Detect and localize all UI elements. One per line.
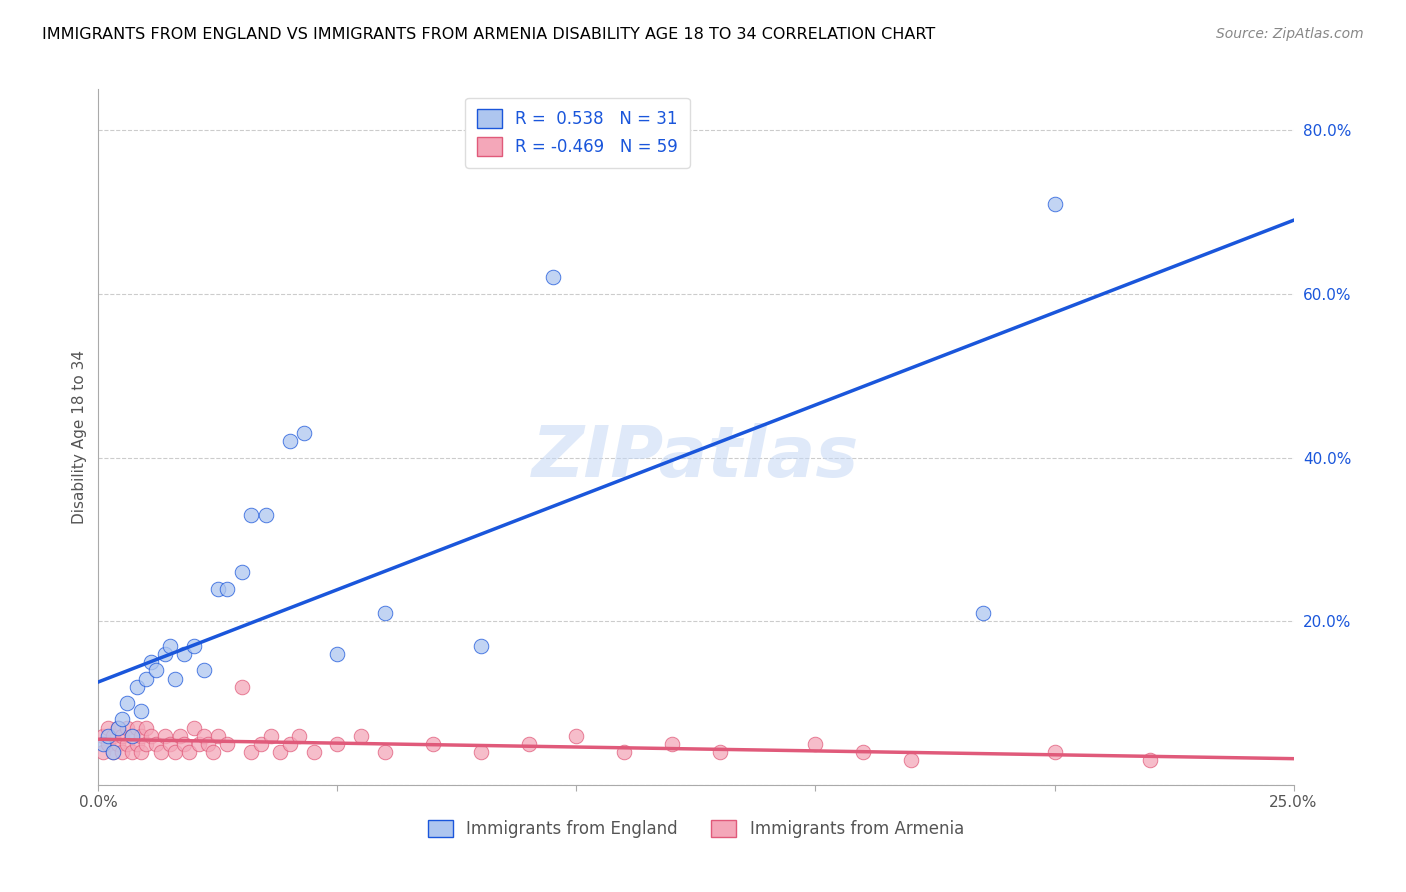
Point <box>374 606 396 620</box>
Point <box>125 680 148 694</box>
Point <box>131 704 153 718</box>
Point <box>135 672 157 686</box>
Point <box>97 737 120 751</box>
Point <box>292 425 315 440</box>
Point <box>125 721 148 735</box>
Point <box>240 508 263 522</box>
Point <box>278 434 301 449</box>
Point <box>121 745 143 759</box>
Point <box>173 647 195 661</box>
Point <box>350 729 373 743</box>
Point <box>470 639 492 653</box>
Point <box>163 745 186 759</box>
Point <box>115 721 138 735</box>
Point <box>111 713 134 727</box>
Point <box>302 745 325 759</box>
Point <box>115 696 138 710</box>
Point <box>197 737 219 751</box>
Point <box>217 582 239 596</box>
Point <box>101 729 124 743</box>
Point <box>135 721 157 735</box>
Legend: Immigrants from England, Immigrants from Armenia: Immigrants from England, Immigrants from… <box>420 812 972 847</box>
Point <box>1043 196 1066 211</box>
Point <box>115 737 138 751</box>
Point <box>709 745 731 759</box>
Point <box>250 737 273 751</box>
Point <box>187 737 209 751</box>
Point <box>240 745 263 759</box>
Point <box>163 672 186 686</box>
Point <box>121 729 143 743</box>
Point <box>101 745 124 759</box>
Point <box>107 721 129 735</box>
Point <box>131 729 153 743</box>
Point <box>326 647 349 661</box>
Point <box>217 737 239 751</box>
Point <box>179 745 201 759</box>
Text: Source: ZipAtlas.com: Source: ZipAtlas.com <box>1216 27 1364 41</box>
Point <box>288 729 311 743</box>
Point <box>139 655 162 669</box>
Point <box>661 737 683 751</box>
Point <box>231 565 253 579</box>
Point <box>135 737 157 751</box>
Point <box>91 737 114 751</box>
Point <box>173 737 195 751</box>
Point <box>149 745 172 759</box>
Y-axis label: Disability Age 18 to 34: Disability Age 18 to 34 <box>72 350 87 524</box>
Point <box>1139 753 1161 767</box>
Point <box>111 745 134 759</box>
Point <box>111 729 134 743</box>
Point <box>145 664 167 678</box>
Text: IMMIGRANTS FROM ENGLAND VS IMMIGRANTS FROM ARMENIA DISABILITY AGE 18 TO 34 CORRE: IMMIGRANTS FROM ENGLAND VS IMMIGRANTS FR… <box>42 27 935 42</box>
Point <box>107 721 129 735</box>
Point <box>852 745 875 759</box>
Point <box>131 745 153 759</box>
Text: ZIPatlas: ZIPatlas <box>533 424 859 492</box>
Point <box>374 745 396 759</box>
Point <box>193 664 215 678</box>
Point <box>91 729 114 743</box>
Point <box>125 737 148 751</box>
Point <box>97 721 120 735</box>
Point <box>101 745 124 759</box>
Point <box>121 729 143 743</box>
Point <box>470 745 492 759</box>
Point <box>155 647 177 661</box>
Point <box>1043 745 1066 759</box>
Point <box>565 729 588 743</box>
Point <box>207 582 229 596</box>
Point <box>107 737 129 751</box>
Point <box>202 745 225 759</box>
Point <box>613 745 636 759</box>
Point <box>155 729 177 743</box>
Point <box>91 745 114 759</box>
Point <box>900 753 922 767</box>
Point <box>326 737 349 751</box>
Point <box>183 721 205 735</box>
Point <box>422 737 444 751</box>
Point <box>207 729 229 743</box>
Point <box>183 639 205 653</box>
Point <box>804 737 827 751</box>
Point <box>97 729 120 743</box>
Point <box>159 737 181 751</box>
Point <box>269 745 291 759</box>
Point <box>254 508 277 522</box>
Point <box>972 606 994 620</box>
Point <box>139 729 162 743</box>
Point <box>259 729 281 743</box>
Point <box>159 639 181 653</box>
Point <box>541 270 564 285</box>
Point <box>169 729 191 743</box>
Point <box>231 680 253 694</box>
Point <box>278 737 301 751</box>
Point <box>145 737 167 751</box>
Point <box>193 729 215 743</box>
Point <box>517 737 540 751</box>
